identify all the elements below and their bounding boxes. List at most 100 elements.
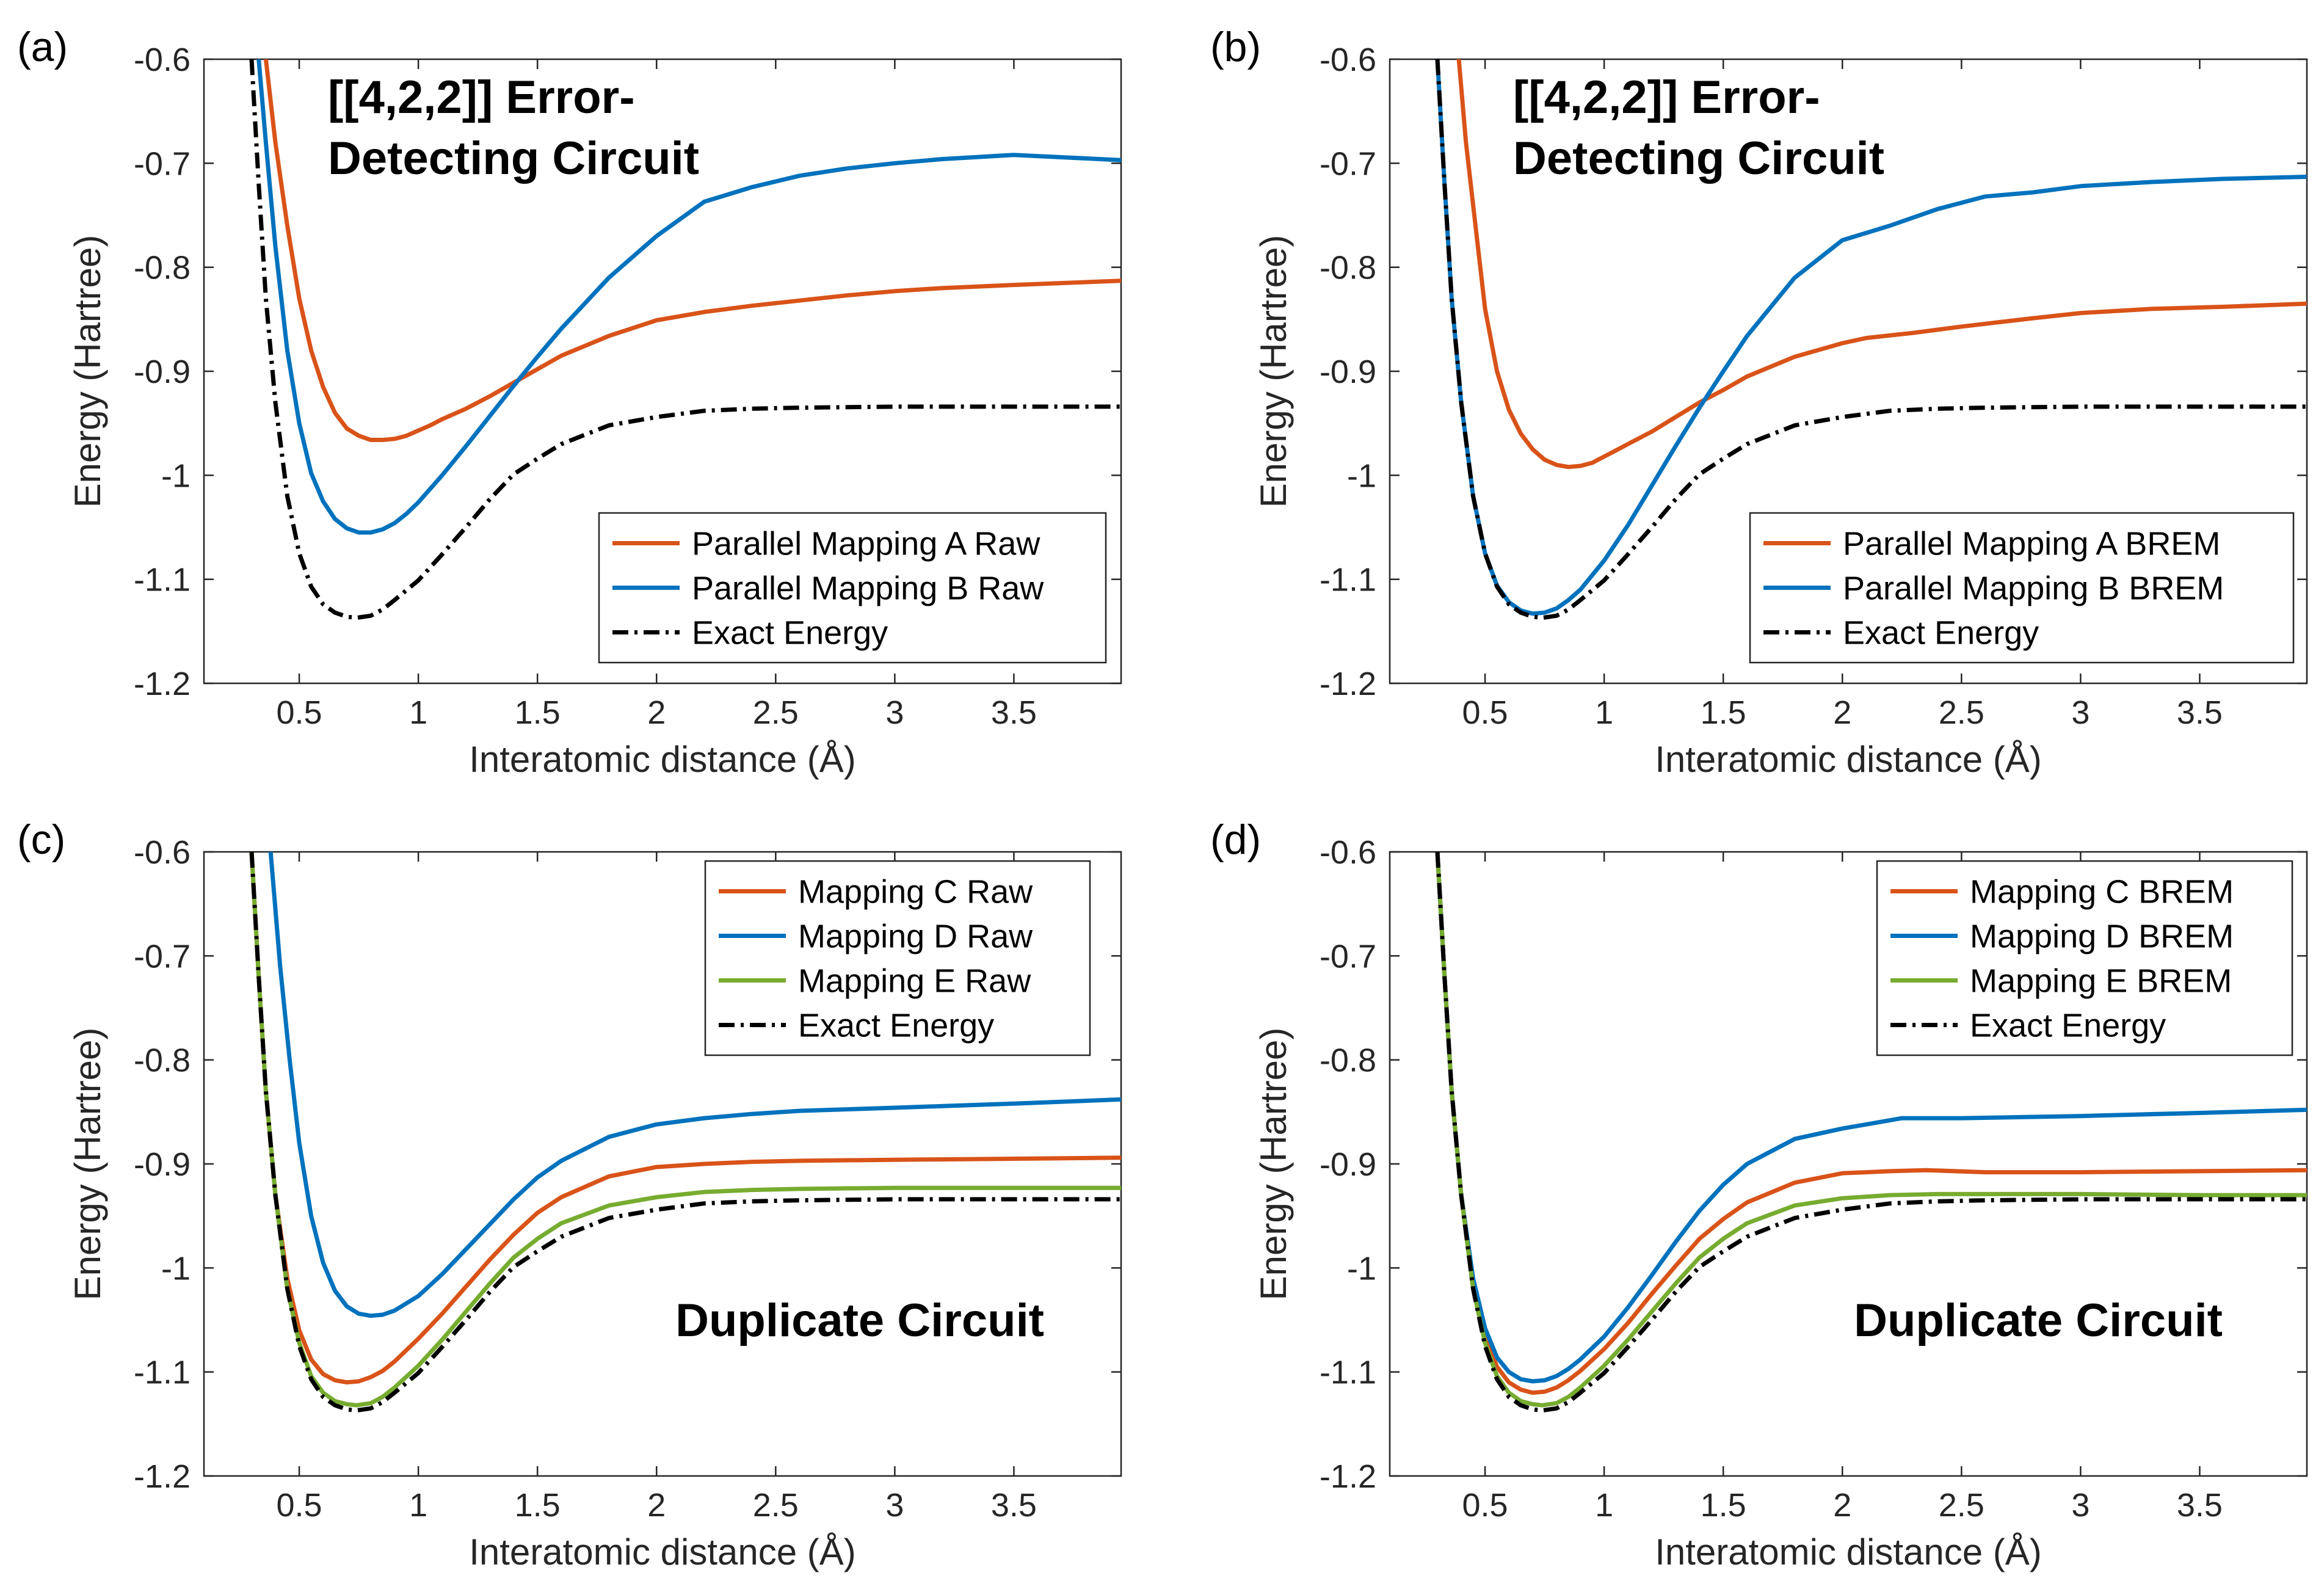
x-tick-label: 1.5: [1701, 694, 1746, 731]
y-tick-label: -1.1: [1320, 1354, 1376, 1391]
x-tick-label: 3.5: [991, 694, 1037, 731]
x-tick-label: 2.5: [753, 694, 799, 731]
series-line-1: [1456, 59, 2307, 470]
y-tick-label: -0.6: [1320, 42, 1376, 78]
y-tick-label: -0.9: [1320, 1146, 1376, 1183]
y-axis-label: Energy (Hartree): [1253, 235, 1294, 508]
series-line-2: [1435, 59, 2307, 616]
panel-label-b: (b): [1210, 24, 1261, 70]
y-tick-label: -0.9: [1320, 354, 1376, 390]
y-axis-label: Energy (Hartree): [67, 1028, 108, 1301]
legend-entry: Exact Energy: [1843, 615, 2039, 652]
panel-c: (c) 0.5 1 1.5 2 2.5 3 3.5 -0.6 -0.7 -0.8 -0.9 -1 -1.1…: [17, 816, 1122, 1572]
legend-entry: Parallel Mapping A Raw: [692, 526, 1040, 562]
annotation-text: [[4,2,2]] Error-: [1513, 71, 1820, 123]
series-line-4: [1435, 852, 2307, 1413]
x-tick-label: 1.5: [515, 1487, 561, 1524]
y-axis-label: Energy (Hartree): [67, 235, 108, 508]
x-tick-label: 2: [647, 694, 666, 731]
x-tick-label: 0.5: [1462, 694, 1508, 731]
legend: Parallel Mapping A Raw Parallel Mapping B…: [598, 512, 1107, 664]
x-tick-label: 2: [647, 1487, 666, 1524]
panel-a: (a) 0.5 1 1.5 2 2.5 3 3.5 -0.6 -0.7 -0.8 -0.9 -1 -1.1…: [17, 24, 1122, 780]
x-tick-label: 3.5: [991, 1487, 1037, 1524]
legend-box: [598, 512, 1107, 664]
series-line-1: [263, 59, 1121, 442]
legend-entry: Mapping D Raw: [798, 918, 1033, 955]
x-tick-label: 1: [1595, 1487, 1613, 1524]
annotation-text: [[4,2,2]] Error-: [328, 71, 635, 123]
series-line-3: [1435, 59, 2307, 620]
legend-entry: Mapping D BREM: [1970, 918, 2234, 955]
panel-label-d: (d): [1210, 816, 1261, 863]
y-tick-label: -1: [161, 1250, 191, 1287]
y-tick-label: -1.1: [1320, 562, 1376, 598]
legend-entry: Exact Energy: [692, 615, 888, 652]
y-tick-label: -0.8: [134, 1042, 191, 1079]
y-tick-label: -0.8: [1320, 250, 1376, 286]
x-axis-label: Interatomic distance (Å): [469, 1532, 856, 1572]
series-line-3: [249, 59, 1121, 620]
x-tick-label: 3.5: [2177, 694, 2223, 731]
legend-entry: Parallel Mapping B Raw: [692, 570, 1044, 607]
y-tick-label: -0.6: [134, 834, 191, 871]
x-tick-label: 3: [2071, 694, 2090, 731]
x-tick-label: 0.5: [1462, 1487, 1508, 1524]
y-tick-label: -1.2: [1320, 1458, 1376, 1495]
x-axis-label: Interatomic distance (Å): [469, 739, 856, 780]
y-tick-label: -1: [161, 457, 191, 494]
y-tick-label: -0.6: [134, 42, 191, 78]
y-tick-label: -0.9: [134, 1146, 191, 1183]
y-tick-label: -1.1: [134, 1354, 191, 1391]
x-axis-label: Interatomic distance (Å): [1655, 739, 2042, 780]
y-tick-label: -1.2: [134, 666, 191, 702]
legend-entry: Mapping E Raw: [798, 963, 1031, 1000]
x-tick-label: 0.5: [277, 1487, 322, 1524]
y-axis-label: Energy (Hartree): [1253, 1028, 1294, 1301]
legend-entry: Mapping E BREM: [1970, 963, 2232, 1000]
series-line-2: [268, 852, 1121, 1318]
x-tick-label: 2.5: [753, 1487, 799, 1524]
y-tick-label: -1.1: [134, 562, 191, 598]
annotation-text: Detecting Circuit: [1513, 133, 1884, 184]
x-tick-label: 3: [885, 1487, 904, 1524]
annotation-text: Duplicate Circuit: [675, 1295, 1044, 1347]
x-tick-label: 1: [1595, 694, 1613, 731]
y-tick-label: -1: [1347, 1250, 1376, 1287]
x-axis-label: Interatomic distance (Å): [1655, 1532, 2042, 1572]
y-tick-label: -1: [1347, 457, 1376, 494]
series-line-2: [1435, 852, 2307, 1384]
legend: Mapping C BREM Mapping D BREM Mapping E BR…: [1876, 860, 2293, 1056]
panel-b: (b) 0.5 1 1.5 2 2.5 3 3.5 -0.6 -0.7 -0.8 -0.9 -1 -1.1…: [1210, 24, 2308, 780]
x-tick-label: 2: [1833, 694, 1851, 731]
y-tick-label: -0.8: [134, 250, 191, 286]
annotation-text: Duplicate Circuit: [1854, 1295, 2223, 1347]
y-tick-label: -0.7: [1320, 938, 1376, 975]
annotation-text: Detecting Circuit: [328, 133, 699, 184]
y-tick-label: -0.7: [134, 145, 191, 182]
panel-label-a: (a): [17, 24, 68, 70]
series-line-4: [249, 852, 1121, 1413]
legend-entry: Mapping C Raw: [798, 874, 1033, 910]
x-tick-label: 2.5: [1939, 1487, 1984, 1524]
legend-entry: Parallel Mapping B BREM: [1843, 570, 2224, 607]
legend-entry: Parallel Mapping A BREM: [1843, 526, 2220, 562]
y-tick-label: -0.8: [1320, 1042, 1376, 1079]
y-tick-label: -1.2: [134, 1458, 191, 1495]
x-tick-label: 3: [885, 694, 904, 731]
x-tick-label: 3: [2071, 1487, 2090, 1524]
series-line-2: [256, 59, 1121, 535]
y-tick-label: -0.9: [134, 354, 191, 390]
x-tick-label: 1.5: [1701, 1487, 1746, 1524]
x-tick-label: 2.5: [1939, 694, 1984, 731]
x-tick-label: 2: [1833, 1487, 1851, 1524]
legend-entry: Mapping C BREM: [1970, 874, 2234, 910]
legend: Parallel Mapping A BREM Parallel Mapping …: [1749, 512, 2295, 664]
x-tick-label: 1.5: [515, 694, 561, 731]
panel-d: (d) 0.5 1 1.5 2 2.5 3 3.5 -0.6 -0.7 -0.8 -0.9 -1 -1.1…: [1210, 816, 2308, 1572]
x-tick-label: 0.5: [277, 694, 322, 731]
y-tick-label: -0.6: [1320, 834, 1376, 871]
legend: Mapping C Raw Mapping D Raw Mapping E Raw E…: [704, 860, 1091, 1056]
y-tick-label: -1.2: [1320, 666, 1376, 702]
